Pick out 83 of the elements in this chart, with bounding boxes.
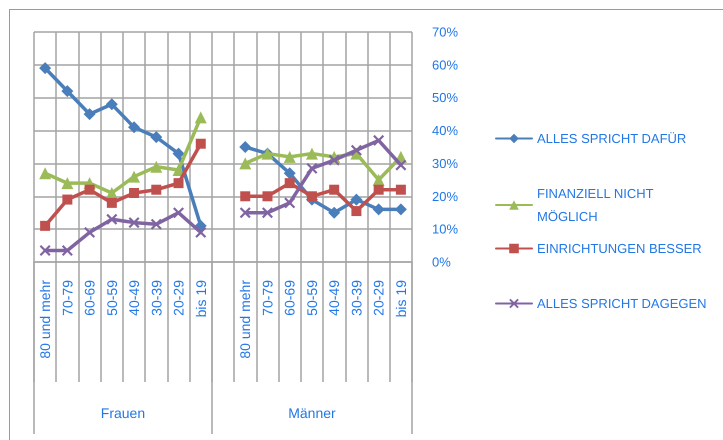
point [373, 134, 384, 146]
point [196, 138, 206, 149]
x-tick-label: bis 19 [392, 280, 409, 318]
x-tick-label: 80 und mehr [37, 280, 54, 359]
point [284, 150, 296, 163]
point [239, 141, 252, 153]
point [39, 167, 52, 180]
x-tick-label: 40-49 [326, 280, 342, 316]
x-tick-label: 60-69 [282, 280, 298, 316]
y-tick-label: 40% [432, 123, 458, 138]
point [350, 144, 362, 156]
legend-label: FINANZIELL NICHT MÖGLICH [537, 186, 657, 224]
x-tick-label: bis 19 [192, 280, 209, 318]
x-tick-label: 80 und mehr [237, 280, 254, 359]
x-tick-label: 30-39 [348, 280, 364, 316]
point [306, 148, 318, 160]
y-tick-label: 60% [432, 57, 458, 72]
point [40, 245, 51, 256]
point [128, 217, 140, 228]
legend-label: ALLES SPRICHT DAFÜR [537, 131, 686, 146]
point [240, 191, 250, 202]
point [61, 85, 74, 98]
point [151, 184, 162, 195]
point [39, 62, 52, 74]
point [239, 157, 252, 170]
point [128, 121, 140, 134]
x-tick-label: 60-69 [82, 280, 98, 316]
point [394, 203, 407, 216]
point [129, 188, 140, 198]
point [194, 111, 207, 124]
point [150, 160, 162, 173]
point [306, 162, 318, 174]
point [62, 245, 73, 256]
point [106, 98, 118, 110]
point [328, 206, 340, 219]
legend-label: EINRICHTUNGEN BESSER [537, 241, 702, 256]
point [150, 218, 162, 230]
point [350, 194, 362, 206]
x-tick-label: 70-79 [59, 280, 76, 316]
point [84, 184, 95, 195]
point [62, 194, 72, 205]
y-tick-label: 70% [432, 24, 458, 40]
point [174, 178, 184, 188]
x-tick-label: 40-49 [126, 280, 142, 316]
point [61, 177, 74, 190]
text: Frauen [100, 405, 146, 421]
point [106, 214, 118, 225]
point [240, 207, 251, 218]
point [172, 148, 185, 160]
x-tick-label: 20-29 [170, 280, 187, 316]
x-tick-label: 50-59 [104, 280, 120, 316]
y-tick-label: 30% [432, 156, 458, 171]
point [328, 154, 340, 166]
y-tick-label: 50% [432, 90, 458, 106]
point [150, 131, 162, 144]
point [306, 191, 317, 202]
point [262, 191, 272, 202]
point [84, 108, 96, 120]
point [374, 184, 384, 195]
point [262, 207, 273, 218]
legend-label: ALLES SPRICHT DAGEGEN [537, 296, 707, 311]
point [284, 178, 295, 188]
y-tick-label: 10% [432, 222, 458, 237]
point [395, 160, 406, 171]
point [84, 226, 96, 238]
point [195, 226, 206, 238]
point [351, 206, 362, 216]
point [329, 184, 340, 195]
x-tick-label: 50-59 [304, 280, 320, 316]
point [396, 184, 406, 195]
x-tick-label: 20-29 [370, 280, 387, 316]
point [284, 167, 296, 180]
point [372, 203, 385, 216]
point [106, 198, 117, 208]
point [173, 207, 184, 218]
point [128, 170, 140, 183]
y-tick-label: 20% [432, 188, 458, 204]
x-tick-label: 30-39 [148, 280, 164, 316]
point [284, 197, 296, 208]
point [40, 220, 50, 231]
y-tick-label: 0% [432, 254, 452, 270]
x-tick-label: 70-79 [259, 280, 276, 316]
text: Männer [288, 405, 336, 421]
